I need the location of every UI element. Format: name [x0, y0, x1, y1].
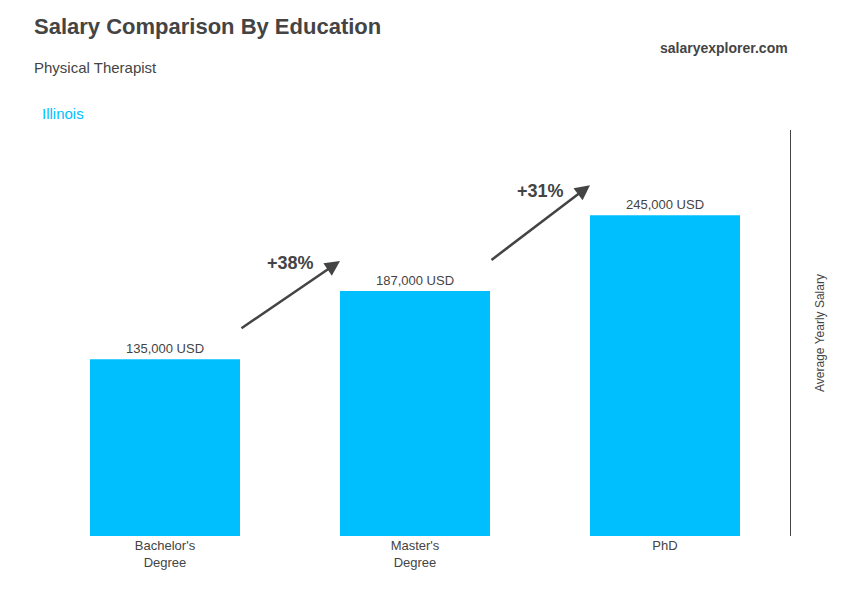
svg-text:PhD: PhD: [652, 538, 677, 553]
svg-text:Physical Therapist: Physical Therapist: [34, 59, 157, 76]
svg-text:+31%: +31%: [517, 181, 564, 201]
svg-text:187,000 USD: 187,000 USD: [376, 273, 454, 288]
svg-text:salaryexplorer.com: salaryexplorer.com: [660, 40, 788, 56]
svg-text:Salary Comparison By Education: Salary Comparison By Education: [34, 14, 381, 39]
svg-text:Illinois: Illinois: [42, 105, 84, 122]
svg-text:Average Yearly Salary: Average Yearly Salary: [813, 274, 827, 392]
svg-text:+38%: +38%: [267, 253, 314, 273]
svg-text:Master'sDegree: Master'sDegree: [391, 538, 440, 570]
svg-text:135,000 USD: 135,000 USD: [126, 341, 204, 356]
svg-text:245,000 USD: 245,000 USD: [626, 197, 704, 212]
svg-text:Bachelor'sDegree: Bachelor'sDegree: [135, 538, 196, 570]
